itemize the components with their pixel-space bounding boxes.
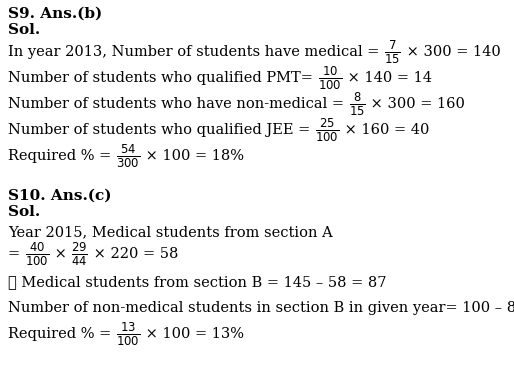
Text: Number of students who qualified JEE =: Number of students who qualified JEE = [8,123,315,137]
Text: Number of students who qualified PMT=: Number of students who qualified PMT= [8,71,318,85]
Text: In year 2013, Number of students have medical =: In year 2013, Number of students have me… [8,45,384,59]
Text: × 220 = 58: × 220 = 58 [89,247,179,261]
Text: Required % =: Required % = [8,149,116,163]
Text: ∴ Medical students from section B = 145 – 58 = 87: ∴ Medical students from section B = 145 … [8,275,387,289]
Text: $\frac{10}{100}$: $\frac{10}{100}$ [318,64,342,92]
Text: Year 2015, Medical students from section A: Year 2015, Medical students from section… [8,225,333,239]
Text: S9. Ans.(b): S9. Ans.(b) [8,7,102,21]
Text: $\frac{8}{15}$: $\frac{8}{15}$ [348,90,365,118]
Text: $\frac{40}{100}$: $\frac{40}{100}$ [25,240,49,268]
Text: $\frac{25}{100}$: $\frac{25}{100}$ [315,116,339,144]
Text: =: = [8,247,25,261]
Text: × 160 = 40: × 160 = 40 [340,123,430,137]
Text: Number of students who have non-medical =: Number of students who have non-medical … [8,97,348,111]
Text: Sol.: Sol. [8,205,40,219]
Text: $\frac{13}{100}$: $\frac{13}{100}$ [116,320,140,348]
Text: Number of non-medical students in section B in given year= 100 – 87 = 13: Number of non-medical students in sectio… [8,301,514,315]
Text: $\frac{7}{15}$: $\frac{7}{15}$ [384,38,401,66]
Text: × 100 = 18%: × 100 = 18% [141,149,244,163]
Text: × 300 = 160: × 300 = 160 [366,97,465,111]
Text: $\frac{54}{300}$: $\frac{54}{300}$ [116,142,140,170]
Text: ×: × [50,247,71,261]
Text: × 100 = 13%: × 100 = 13% [141,327,244,341]
Text: Sol.: Sol. [8,23,40,37]
Text: Required % =: Required % = [8,327,116,341]
Text: × 300 = 140: × 300 = 140 [402,45,501,59]
Text: $\frac{29}{44}$: $\frac{29}{44}$ [71,240,88,268]
Text: S10. Ans.(c): S10. Ans.(c) [8,189,112,203]
Text: × 140 = 14: × 140 = 14 [343,71,432,85]
